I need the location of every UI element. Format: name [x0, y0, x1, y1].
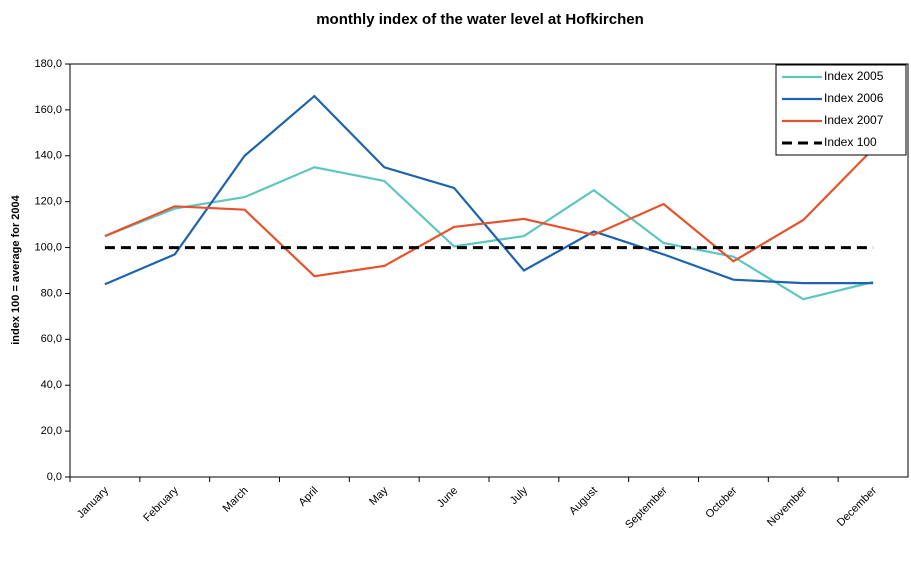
legend-label: Index 2007: [824, 113, 884, 127]
legend-label: Index 2005: [824, 69, 884, 83]
y-tick-label: 60,0: [41, 333, 62, 345]
y-tick-label: 160,0: [34, 104, 62, 116]
series-line: [104, 148, 874, 278]
x-tick-label: September: [623, 484, 670, 531]
y-axis-label: index 100 = average for 2004: [10, 194, 22, 344]
series-line: [104, 94, 874, 286]
x-tick-label: August: [567, 485, 600, 518]
y-tick-label: 40,0: [41, 379, 62, 391]
x-tick-label: April: [296, 485, 320, 509]
x-tick-label: March: [221, 485, 251, 515]
legend-label: Index 2006: [824, 91, 884, 105]
y-tick-label: 140,0: [34, 150, 62, 162]
y-tick-label: 100,0: [34, 241, 62, 253]
x-tick-label: July: [508, 484, 531, 507]
x-tick-label: January: [75, 484, 112, 521]
legend-box: [775, 64, 907, 156]
y-tick-label: 0,0: [47, 471, 62, 483]
x-tick-label: February: [141, 484, 181, 524]
chart-title: monthly index of the water level at Hofk…: [316, 11, 644, 28]
series-line: [104, 166, 874, 301]
x-tick-label: May: [367, 484, 391, 508]
x-tick-label: October: [703, 484, 739, 520]
x-tick-label: June: [435, 485, 460, 510]
x-tick-label: November: [765, 484, 810, 529]
y-tick-label: 20,0: [41, 425, 62, 437]
y-tick-label: 120,0: [34, 196, 62, 208]
y-tick-label: 180,0: [34, 58, 62, 70]
legend-label: Index 100: [824, 135, 877, 149]
x-tick-label: December: [835, 484, 880, 529]
y-tick-label: 80,0: [41, 287, 62, 299]
